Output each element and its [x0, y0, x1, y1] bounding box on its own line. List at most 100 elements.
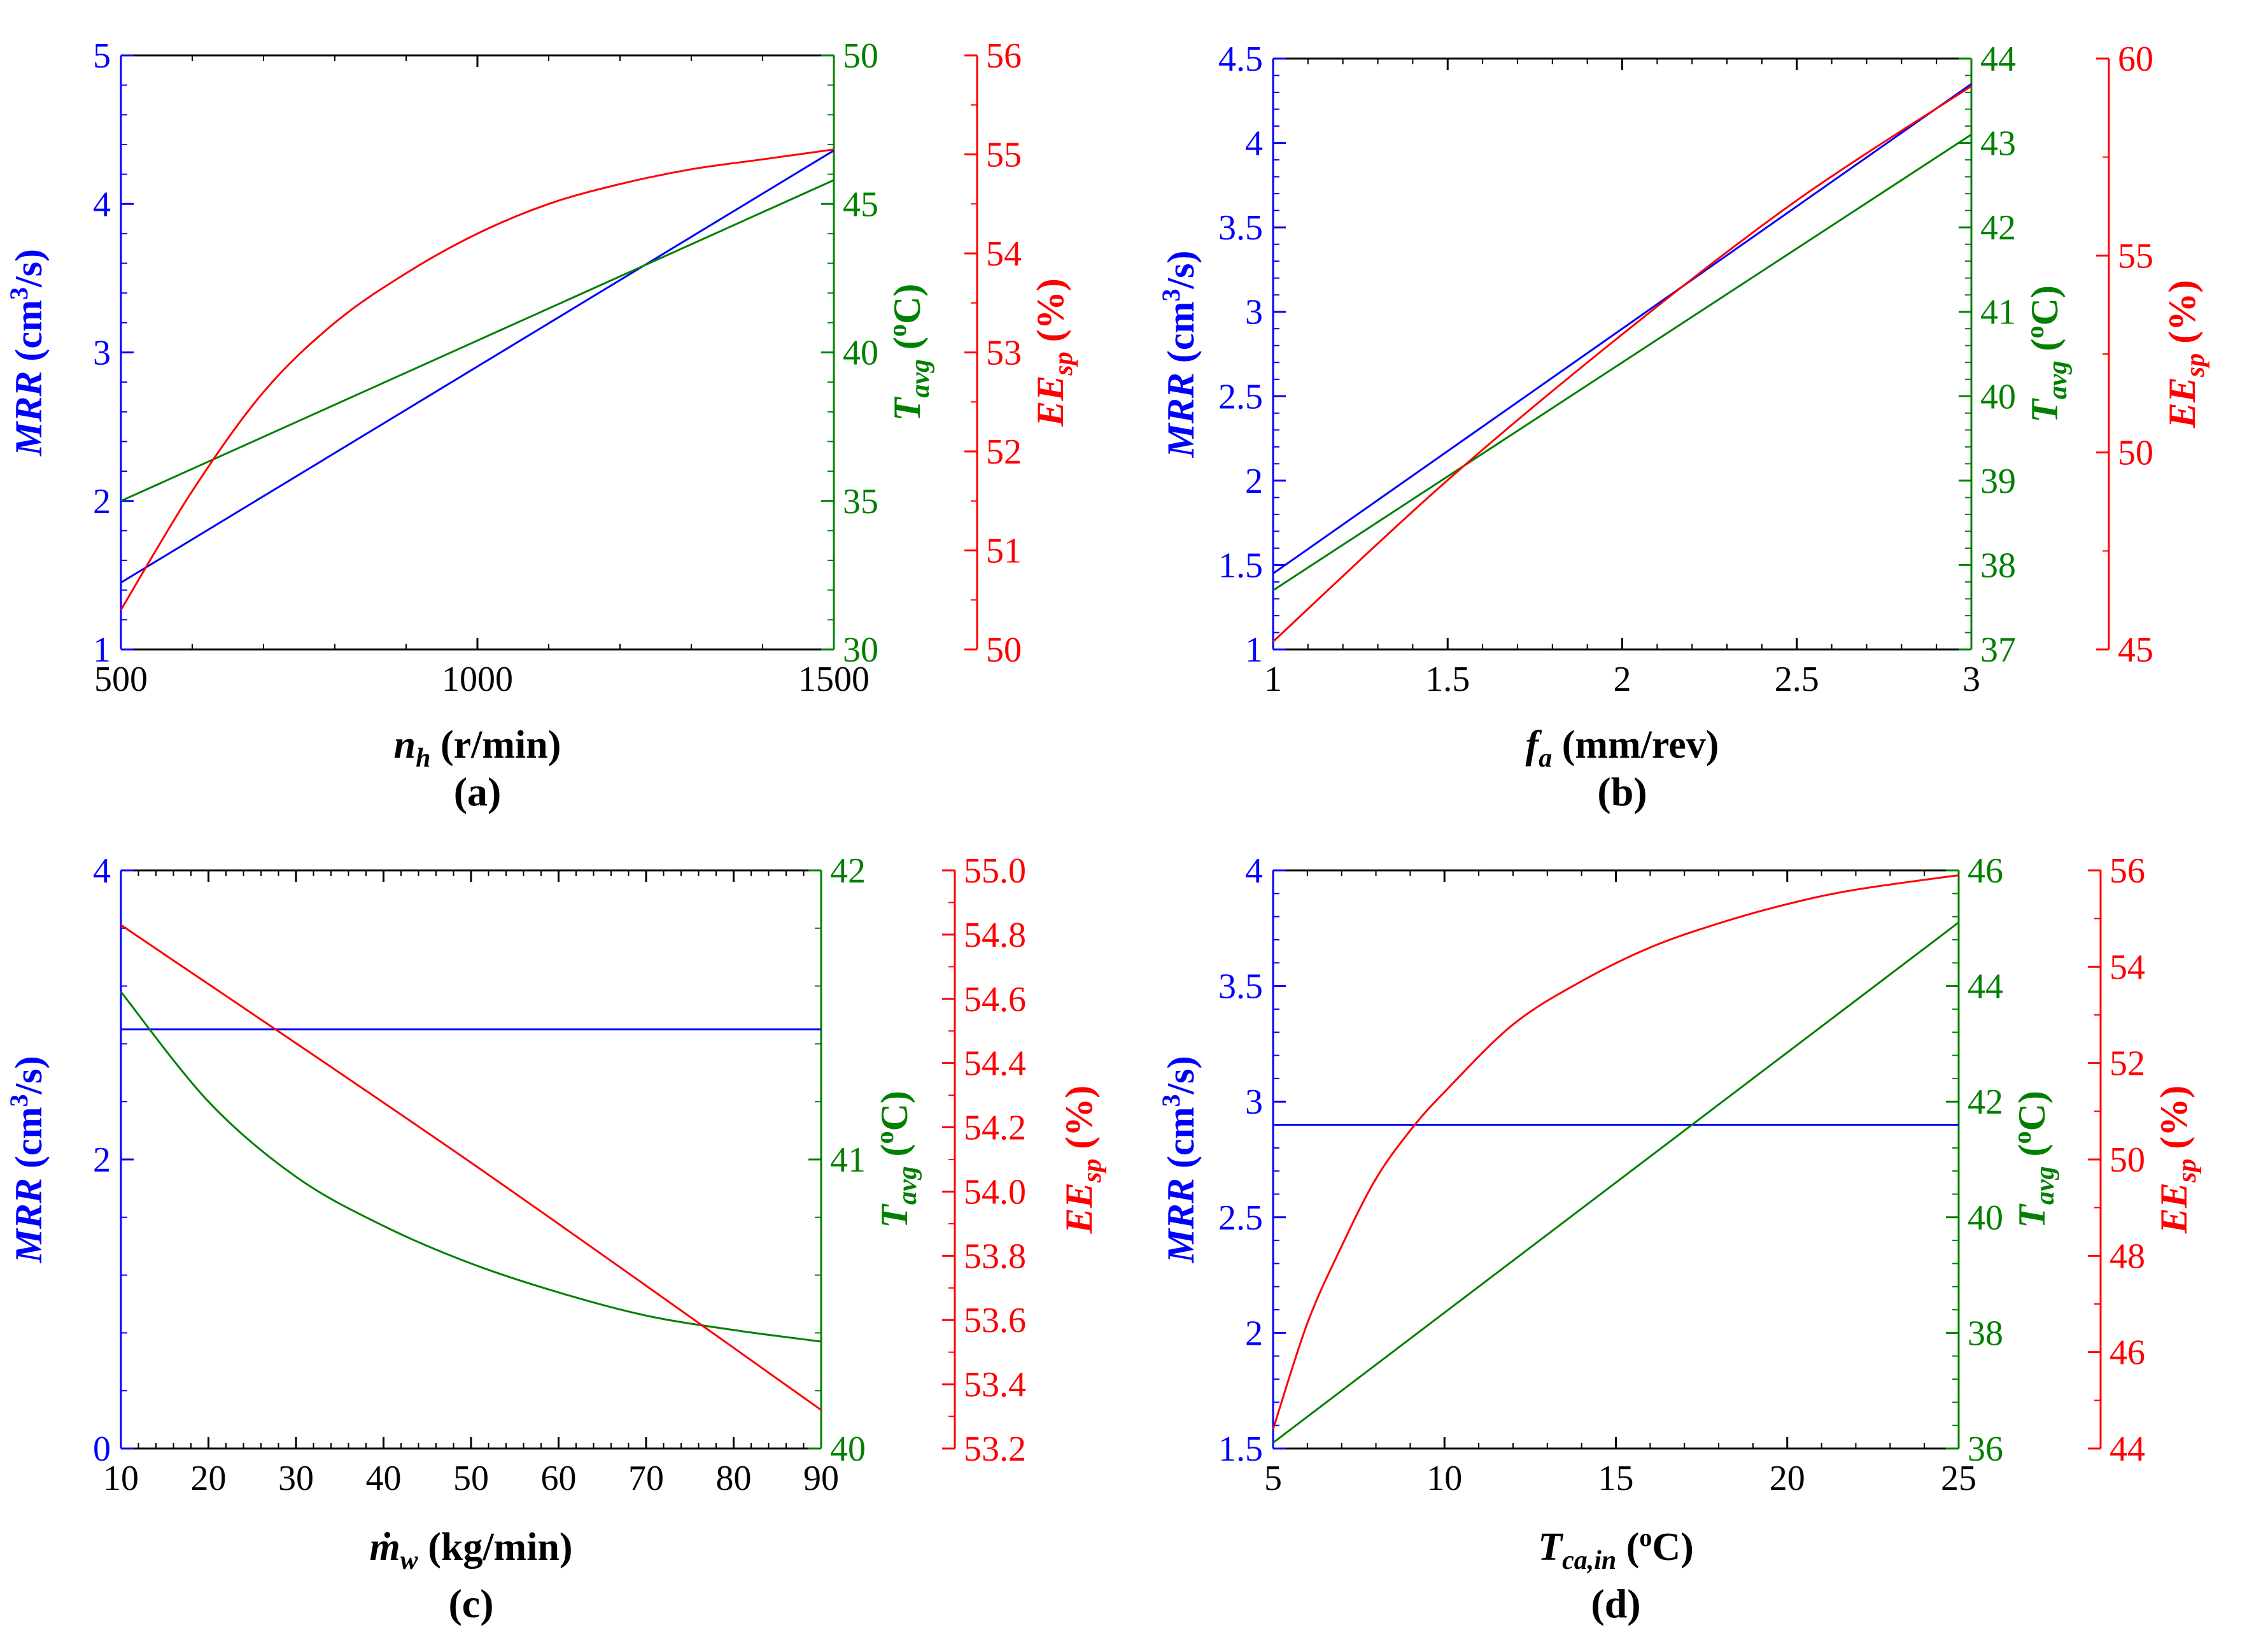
x-tick-label: 20 — [191, 1459, 227, 1498]
eesp-tick-label: 53.8 — [964, 1236, 1026, 1276]
x-tick-label: 70 — [628, 1459, 664, 1498]
eesp-tick-label: 54.6 — [964, 980, 1026, 1019]
eesp-tick-label: 54 — [2110, 947, 2145, 987]
eesp-tick-label: 53 — [986, 334, 1022, 373]
tavg-tick-label: 40 — [1980, 377, 2016, 416]
eesp-tick-label: 46 — [2110, 1333, 2145, 1373]
mrr-axis-title: MRR (cm3/s) — [4, 1056, 50, 1264]
mrr-tick-label: 1.5 — [1218, 546, 1263, 585]
mrr-tick-label: 1 — [93, 630, 111, 670]
x-tick-label: 2 — [1614, 660, 1631, 699]
tavg-tick-label: 44 — [1980, 39, 2016, 79]
tavg-tick-label: 43 — [1980, 124, 2016, 164]
eesp-tick-label: 55.0 — [964, 851, 1026, 891]
tavg-tick-label: 36 — [1968, 1429, 2003, 1469]
x-tick-label: 2.5 — [1775, 660, 1819, 699]
eesp-axis-title: EEsp (%) — [1058, 1086, 1107, 1234]
tavg-tick-label: 38 — [1980, 546, 2016, 585]
tavg-tick-label: 40 — [830, 1429, 866, 1469]
series-line-eesp — [120, 148, 835, 611]
x-tick-label: 10 — [1426, 1459, 1462, 1498]
series-line-eesp — [120, 924, 822, 1411]
mrr-tick-label: 3 — [1245, 293, 1263, 332]
x-tick-label: 5 — [1264, 1459, 1282, 1498]
eesp-tick-label: 50 — [2118, 434, 2153, 473]
series-line-tavg — [1272, 134, 1972, 592]
tavg-tick-label: 41 — [830, 1140, 866, 1180]
x-axis-title: fa (mm/rev) — [1526, 723, 1719, 773]
x-tick-label: 1.5 — [1425, 660, 1470, 699]
mrr-tick-label: 4 — [1245, 124, 1263, 164]
x-tick-label: 3 — [1962, 660, 1980, 699]
tavg-tick-label: 42 — [1980, 208, 2016, 248]
mrr-axis-title: MRR (cm3/s) — [4, 249, 50, 457]
eesp-tick-label: 53.4 — [964, 1365, 1026, 1405]
tavg-tick-label: 40 — [1968, 1198, 2003, 1238]
eesp-tick-label: 54.4 — [964, 1044, 1026, 1084]
panel-caption: (c) — [448, 1581, 493, 1626]
eesp-tick-label: 53.6 — [964, 1301, 1026, 1340]
mrr-tick-label: 1.5 — [1218, 1429, 1263, 1469]
x-tick-label: 1500 — [798, 660, 870, 699]
x-tick-label: 15 — [1598, 1459, 1634, 1498]
x-tick-label: 40 — [366, 1459, 402, 1498]
x-axis-title: nh (r/min) — [394, 723, 561, 773]
mrr-tick-label: 5 — [93, 36, 111, 76]
eesp-tick-label: 54.8 — [964, 916, 1026, 955]
panel-caption: (d) — [1591, 1581, 1640, 1626]
eesp-tick-label: 60 — [2118, 39, 2153, 79]
series-line-mrr — [120, 150, 835, 584]
mrr-tick-label: 3.5 — [1218, 967, 1263, 1007]
eesp-tick-label: 44 — [2110, 1429, 2145, 1469]
eesp-tick-label: 54.0 — [964, 1172, 1026, 1212]
eesp-tick-label: 54 — [986, 234, 1022, 274]
eesp-tick-label: 56 — [2110, 851, 2145, 891]
x-tick-label: 10 — [103, 1459, 139, 1498]
mrr-tick-label: 1 — [1245, 630, 1263, 670]
mrr-tick-label: 4.5 — [1218, 39, 1263, 79]
eesp-axis-title: EEsp (%) — [2153, 1086, 2202, 1234]
tavg-axis-title: Tavg (oC) — [2020, 285, 2073, 423]
mrr-tick-label: 2 — [93, 482, 111, 521]
chart-panel-a: 500 1000 150012345303540455050515253545556… — [4, 36, 1078, 814]
x-tick-label: 90 — [803, 1459, 839, 1498]
chart-panel-c: 10 20 30 40 50 60 70 80 90 0 2 4 40 41 42 53.2 53.4 53.6 5… — [4, 851, 1107, 1626]
x-tick-label: 20 — [1770, 1459, 1805, 1498]
series-line-mrr — [1272, 83, 1972, 574]
eesp-tick-label: 55 — [2118, 236, 2153, 276]
eesp-tick-label: 51 — [986, 532, 1022, 571]
x-tick-label: 1 — [1264, 660, 1282, 699]
tavg-axis-title: Tavg (oC) — [870, 1091, 922, 1228]
eesp-axis-title: EEsp (%) — [1029, 278, 1078, 427]
tavg-tick-label: 41 — [1980, 293, 2016, 332]
eesp-tick-label: 52 — [2110, 1044, 2145, 1084]
tavg-tick-label: 45 — [843, 185, 878, 224]
tavg-tick-label: 42 — [830, 851, 866, 891]
series-line-eesp — [1272, 874, 1959, 1430]
mrr-tick-label: 0 — [93, 1429, 111, 1469]
mrr-tick-label: 2 — [1245, 462, 1263, 501]
eesp-tick-label: 55 — [986, 136, 1022, 175]
tavg-tick-label: 50 — [843, 36, 878, 76]
mrr-tick-label: 2.5 — [1218, 1198, 1263, 1238]
panel-caption: (a) — [454, 769, 502, 814]
eesp-tick-label: 48 — [2110, 1236, 2145, 1276]
series-line-tavg — [120, 991, 822, 1343]
series-line-tavg — [120, 179, 835, 502]
mrr-tick-label: 3 — [1245, 1082, 1263, 1122]
tavg-tick-label: 37 — [1980, 630, 2016, 670]
tavg-tick-label: 30 — [843, 630, 878, 670]
x-tick-label: 60 — [541, 1459, 577, 1498]
mrr-tick-label: 3.5 — [1218, 208, 1263, 248]
tavg-axis-title: Tavg (oC) — [883, 284, 935, 422]
mrr-tick-label: 2.5 — [1218, 377, 1263, 416]
eesp-tick-label: 50 — [986, 630, 1022, 670]
eesp-tick-label: 50 — [2110, 1140, 2145, 1180]
x-axis-title: ṁw (kg/min) — [369, 1526, 572, 1575]
x-tick-label: 25 — [1941, 1459, 1976, 1498]
mrr-axis-title: MRR (cm3/s) — [1157, 251, 1202, 458]
mrr-tick-label: 4 — [93, 851, 111, 891]
series-line-eesp — [1272, 85, 1972, 642]
eesp-tick-label: 56 — [986, 36, 1022, 76]
